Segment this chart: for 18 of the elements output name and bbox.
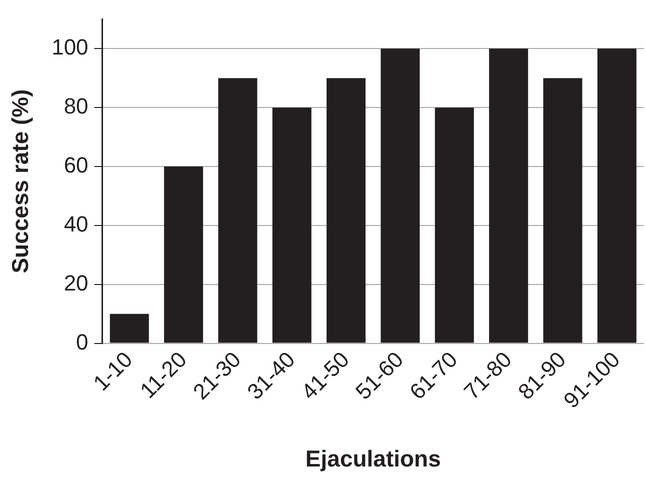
y-tick-label: 60 [64,152,88,178]
y-tick-label: 0 [76,329,88,354]
bar [272,108,312,343]
bar [434,108,474,343]
y-axis-title: Success rate (%) [7,89,34,274]
bar [218,78,258,343]
y-tick-label: 40 [64,212,88,237]
y-tick-label: 20 [64,270,88,296]
y-tick-label: 100 [52,34,88,60]
bar [489,48,528,343]
bar [543,78,582,343]
bar [597,48,636,343]
bar [164,166,204,343]
bar [380,48,420,343]
bar [110,314,149,343]
bar [326,78,366,343]
x-axis-title: Ejaculations [305,446,441,472]
y-tick-label: 80 [64,94,88,119]
